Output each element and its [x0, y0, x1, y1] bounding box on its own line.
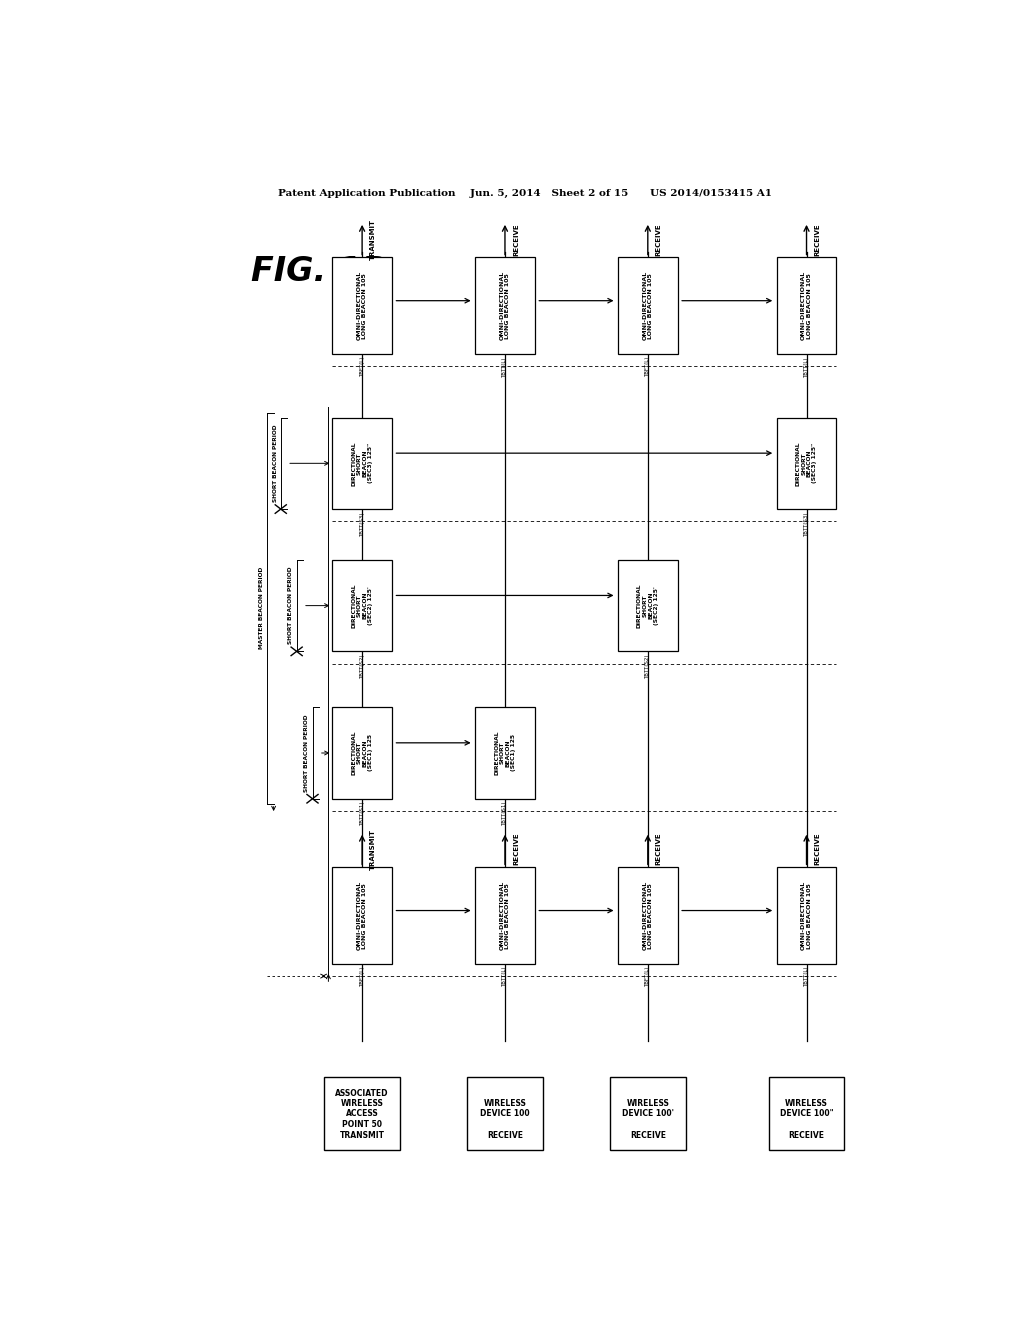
- Text: TBFT(L): TBFT(L): [359, 358, 365, 378]
- Bar: [777, 257, 837, 354]
- Text: DIRECTIONAL
SHORT
BEACON
(SEC2) 125': DIRECTIONAL SHORT BEACON (SEC2) 125': [637, 583, 658, 628]
- Text: DIRECTIONAL
SHORT
BEACON
(SEC1) 125: DIRECTIONAL SHORT BEACON (SEC1) 125: [351, 731, 373, 775]
- Text: SHORT BEACON PERIOD: SHORT BEACON PERIOD: [289, 566, 294, 644]
- Bar: [467, 1077, 543, 1151]
- Text: TBTT(S2): TBTT(S2): [645, 655, 650, 678]
- Bar: [333, 867, 392, 964]
- Text: TBTT(L): TBTT(L): [804, 968, 809, 987]
- Bar: [333, 560, 392, 651]
- Text: OMNI-DIRECTIONAL
LONG BEACON 105: OMNI-DIRECTIONAL LONG BEACON 105: [356, 880, 368, 950]
- Text: TBTT(S2): TBTT(S2): [359, 655, 365, 678]
- Text: TBFT(L): TBFT(L): [359, 968, 365, 987]
- Text: TBTT(L): TBTT(L): [503, 968, 508, 987]
- Text: FIG. 1B: FIG. 1B: [251, 255, 386, 288]
- Bar: [333, 417, 392, 510]
- Text: RECEIVE: RECEIVE: [513, 223, 519, 256]
- Text: OMNI-DIRECTIONAL
LONG BEACON 105: OMNI-DIRECTIONAL LONG BEACON 105: [356, 271, 368, 341]
- Text: ASSOCIATED
WIRELESS
ACCESS
POINT 50: ASSOCIATED WIRELESS ACCESS POINT 50: [336, 1089, 389, 1129]
- Text: RECEIVE: RECEIVE: [513, 833, 519, 866]
- Text: TBTT(S1): TBTT(S1): [503, 801, 508, 826]
- Text: DIRECTIONAL
SHORT
BEACON
(SEC3) 125": DIRECTIONAL SHORT BEACON (SEC3) 125": [351, 441, 373, 486]
- Bar: [618, 257, 678, 354]
- Text: RECEIVE: RECEIVE: [814, 223, 820, 256]
- Text: OMNI-DIRECTIONAL
LONG BEACON 105: OMNI-DIRECTIONAL LONG BEACON 105: [801, 880, 812, 950]
- Text: RECEIVE: RECEIVE: [788, 1131, 824, 1140]
- Bar: [769, 1077, 844, 1151]
- Bar: [333, 708, 392, 799]
- Text: DIRECTIONAL
SHORT
BEACON
(SEC3) 125": DIRECTIONAL SHORT BEACON (SEC3) 125": [796, 441, 817, 486]
- Text: SHORT BEACON PERIOD: SHORT BEACON PERIOD: [304, 714, 309, 792]
- Text: OMNI-DIRECTIONAL
LONG BEACON 105: OMNI-DIRECTIONAL LONG BEACON 105: [642, 880, 653, 950]
- Text: TBTT(S3): TBTT(S3): [804, 512, 809, 537]
- Text: TBTT(S1): TBTT(S1): [359, 801, 365, 826]
- Bar: [325, 1077, 399, 1151]
- Text: TRANSMIT: TRANSMIT: [370, 219, 376, 260]
- Text: RECEIVE: RECEIVE: [814, 833, 820, 866]
- Text: TRANSMIT: TRANSMIT: [340, 1131, 385, 1140]
- Text: OMNI-DIRECTIONAL
LONG BEACON 105: OMNI-DIRECTIONAL LONG BEACON 105: [801, 271, 812, 341]
- Text: RECEIVE: RECEIVE: [630, 1131, 666, 1140]
- Bar: [618, 560, 678, 651]
- Text: OMNI-DIRECTIONAL
LONG BEACON 105: OMNI-DIRECTIONAL LONG BEACON 105: [500, 880, 510, 950]
- Text: Patent Application Publication    Jun. 5, 2014   Sheet 2 of 15      US 2014/0153: Patent Application Publication Jun. 5, 2…: [278, 189, 772, 198]
- Bar: [610, 1077, 685, 1151]
- Bar: [618, 867, 678, 964]
- Text: DIRECTIONAL
SHORT
BEACON
(SEC1) 125: DIRECTIONAL SHORT BEACON (SEC1) 125: [494, 731, 516, 775]
- Text: TBFT(L): TBFT(L): [645, 968, 650, 987]
- Text: TRANSMIT: TRANSMIT: [370, 829, 376, 870]
- Text: WIRELESS
DEVICE 100": WIRELESS DEVICE 100": [779, 1100, 834, 1118]
- Text: WIRELESS
DEVICE 100: WIRELESS DEVICE 100: [480, 1100, 529, 1118]
- Text: RECEIVE: RECEIVE: [655, 833, 662, 866]
- Text: TBTT(L): TBTT(L): [804, 358, 809, 378]
- Bar: [777, 417, 837, 510]
- Text: WIRELESS
DEVICE 100': WIRELESS DEVICE 100': [622, 1100, 674, 1118]
- Bar: [333, 257, 392, 354]
- Text: MASTER BEACON PERIOD: MASTER BEACON PERIOD: [259, 568, 264, 649]
- Text: OMNI-DIRECTIONAL
LONG BEACON 105: OMNI-DIRECTIONAL LONG BEACON 105: [642, 271, 653, 341]
- Text: RECEIVE: RECEIVE: [487, 1131, 523, 1140]
- Text: SHORT BEACON PERIOD: SHORT BEACON PERIOD: [272, 425, 278, 502]
- Bar: [777, 867, 837, 964]
- Text: TBTT(L): TBTT(L): [503, 358, 508, 378]
- Bar: [475, 867, 535, 964]
- Text: TBTT(S3): TBTT(S3): [359, 512, 365, 537]
- Text: OMNI-DIRECTIONAL
LONG BEACON 105: OMNI-DIRECTIONAL LONG BEACON 105: [500, 271, 510, 341]
- Text: TBFT(L): TBFT(L): [645, 358, 650, 378]
- Bar: [475, 708, 535, 799]
- Bar: [475, 257, 535, 354]
- Text: RECEIVE: RECEIVE: [655, 223, 662, 256]
- Text: DIRECTIONAL
SHORT
BEACON
(SEC2) 125': DIRECTIONAL SHORT BEACON (SEC2) 125': [351, 583, 373, 628]
